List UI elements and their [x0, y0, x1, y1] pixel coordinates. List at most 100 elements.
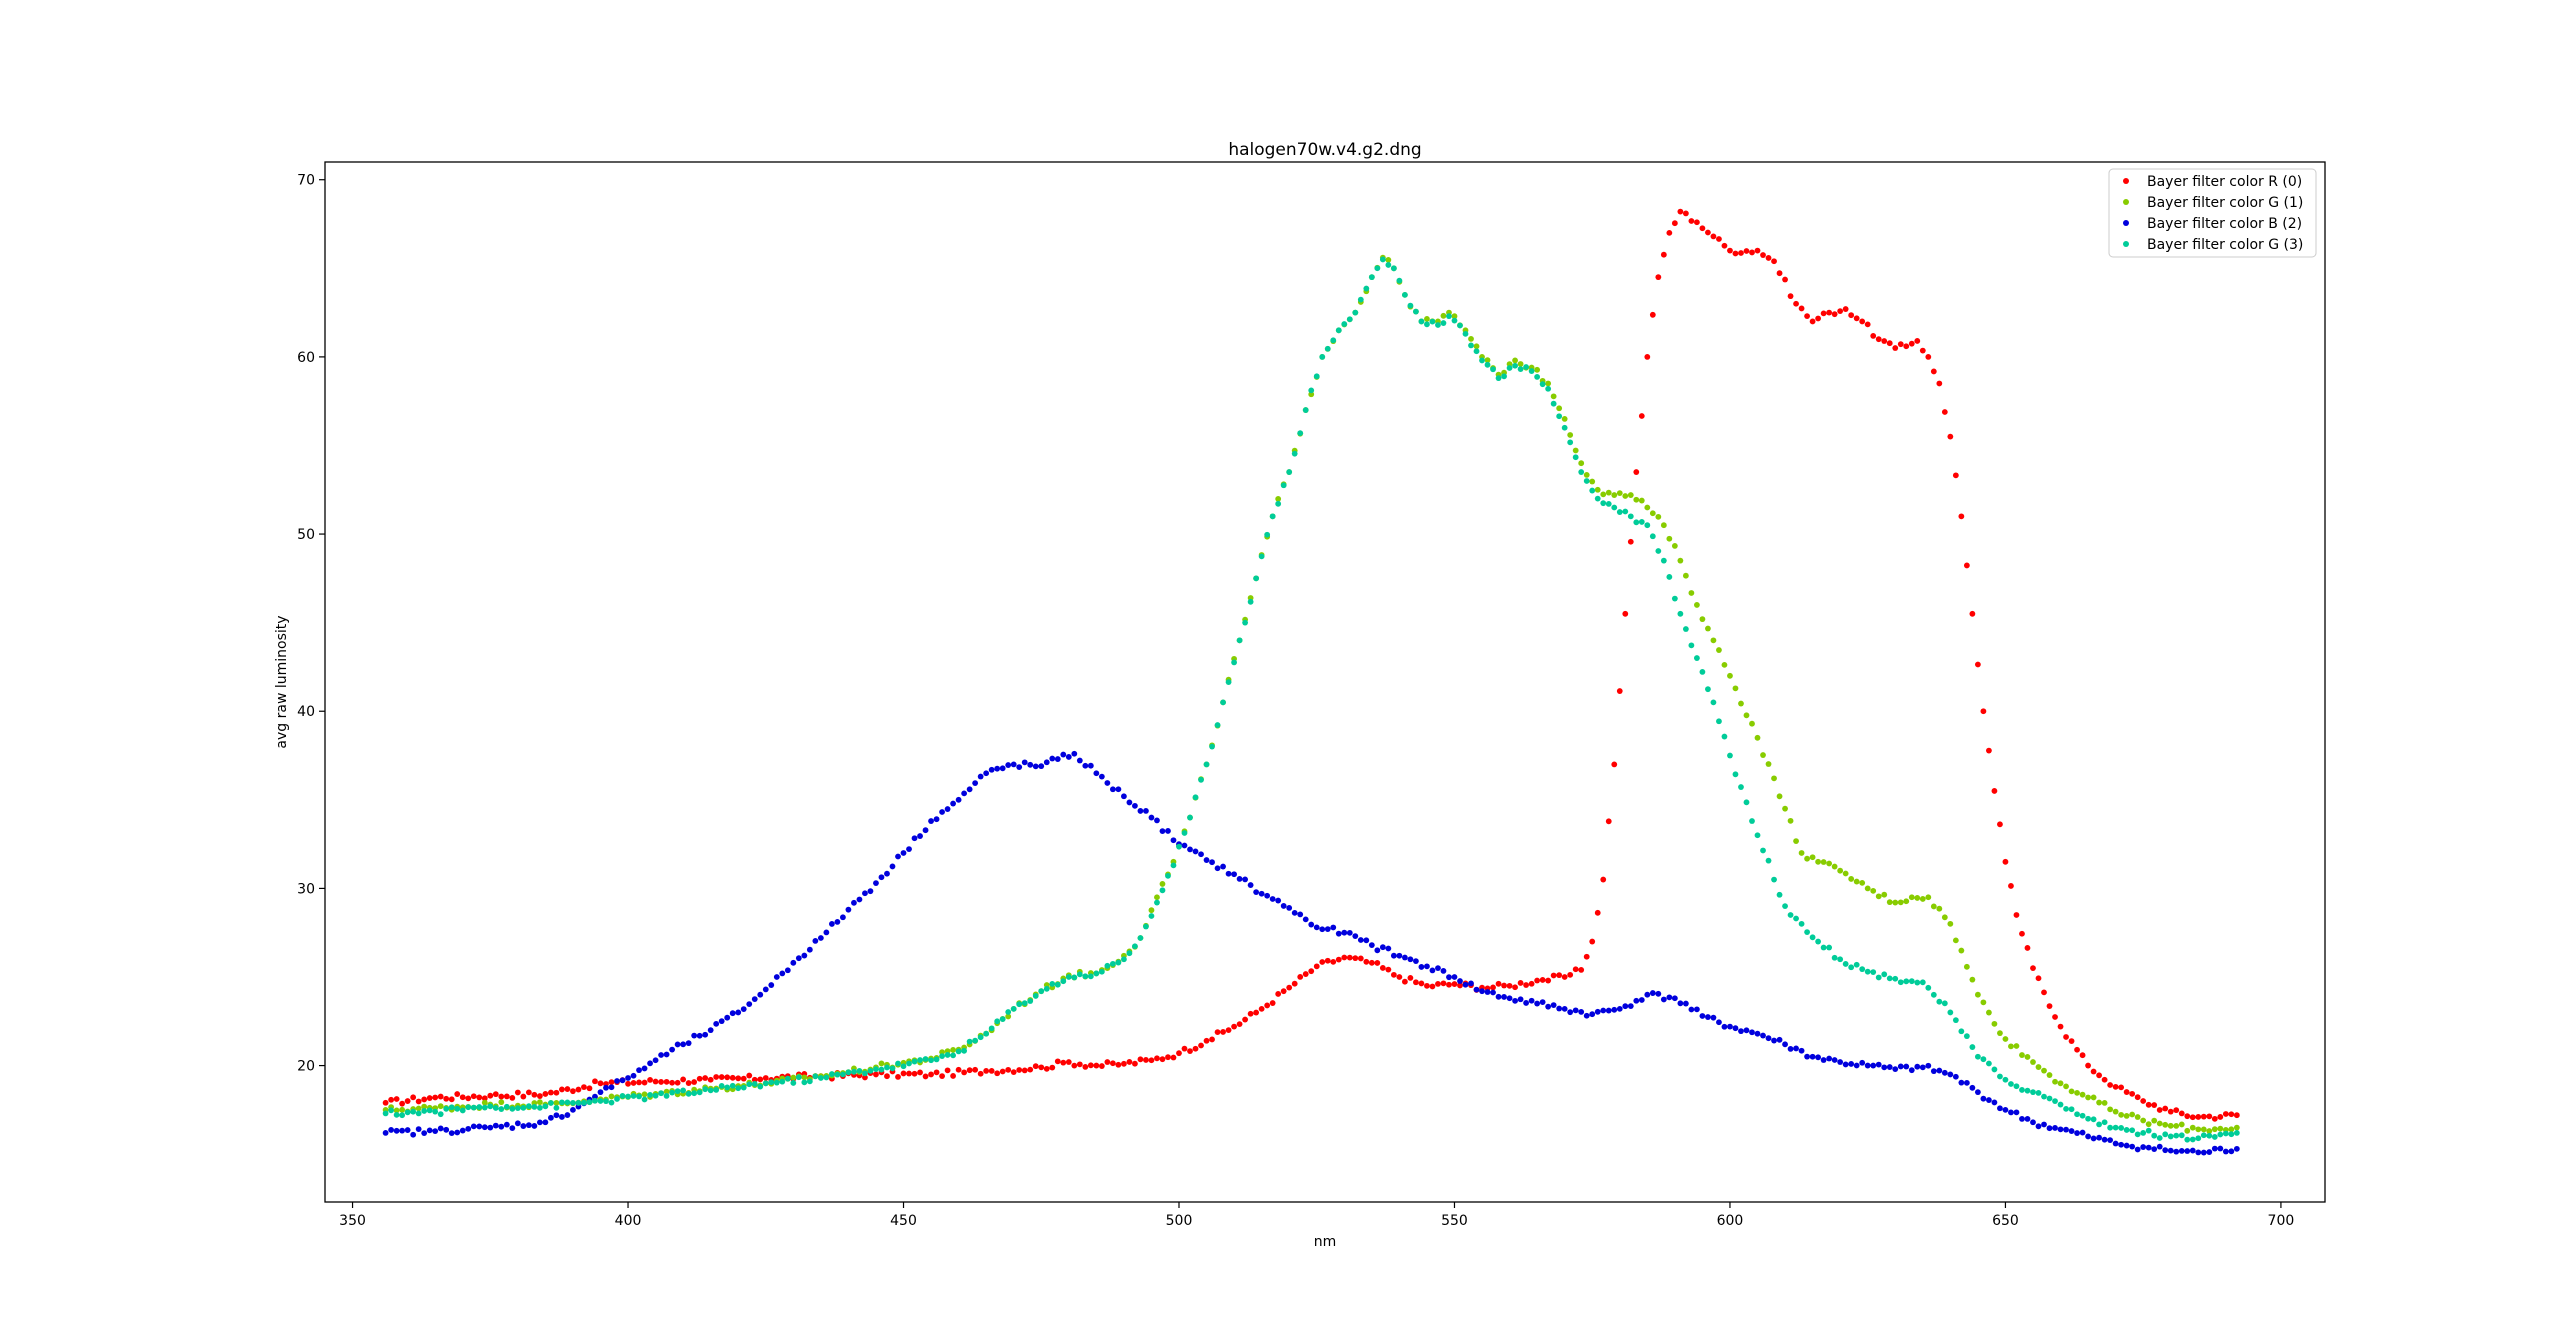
data-point [564, 1099, 571, 1106]
data-point [1875, 974, 1882, 981]
data-point [1815, 858, 1822, 865]
data-point [1424, 316, 1430, 322]
data-point [1644, 522, 1651, 529]
data-point [911, 1070, 918, 1077]
data-point [2140, 1098, 2147, 1104]
data-point [2134, 1094, 2141, 1101]
data-point [1638, 997, 1645, 1003]
data-point [669, 1079, 676, 1086]
data-point [1831, 954, 1838, 961]
legend-marker [2123, 178, 2129, 184]
data-point [1567, 971, 1574, 978]
data-point [1484, 989, 1491, 995]
data-point [2233, 1112, 2240, 1119]
data-point [917, 1057, 923, 1063]
data-point [1335, 930, 1342, 937]
data-point [2085, 1115, 2091, 1122]
data-point [2167, 1122, 2174, 1129]
data-point [1302, 407, 1309, 413]
data-point [718, 1082, 725, 1089]
data-point [2052, 1098, 2058, 1104]
data-point [696, 1075, 703, 1082]
data-point [1611, 492, 1618, 498]
data-point [1903, 343, 1910, 350]
data-point [1583, 478, 1590, 484]
data-point [2041, 1093, 2047, 1100]
data-point [1831, 311, 1838, 318]
data-point [559, 1099, 565, 1106]
data-point [1716, 647, 1722, 653]
data-point [1104, 780, 1111, 786]
data-point [525, 1103, 532, 1110]
data-point [1335, 327, 1342, 334]
data-point [1963, 562, 1970, 569]
data-point [481, 1099, 488, 1106]
data-point [2057, 1126, 2064, 1133]
data-point [1346, 929, 1353, 936]
data-point [2123, 1127, 2130, 1133]
data-point [2173, 1107, 2180, 1114]
data-point [922, 1056, 929, 1062]
data-point [1743, 1027, 1750, 1034]
data-point [2189, 1147, 2196, 1154]
data-point [1864, 885, 1871, 892]
data-point [2167, 1133, 2174, 1140]
data-point [2118, 1141, 2125, 1148]
data-point [1919, 896, 1926, 902]
data-point [1098, 773, 1105, 780]
data-point [900, 1063, 907, 1070]
data-point [476, 1104, 483, 1110]
data-point [1941, 1000, 1948, 1007]
data-point [944, 1052, 951, 1058]
data-point [1980, 999, 1987, 1006]
data-point [1435, 322, 1441, 328]
data-point [1820, 310, 1827, 317]
data-point [2101, 1136, 2108, 1143]
data-point [1930, 991, 1937, 998]
data-point [878, 1060, 885, 1067]
data-point [1275, 500, 1282, 507]
data-point [1126, 799, 1133, 806]
data-point [729, 1074, 736, 1081]
data-point [1638, 497, 1645, 504]
data-point [1346, 316, 1353, 323]
data-point [1952, 1073, 1959, 1080]
data-point [768, 982, 775, 988]
data-point [1881, 1064, 1888, 1071]
data-point [2030, 1119, 2036, 1126]
data-point [1242, 876, 1249, 883]
data-point [713, 1087, 720, 1093]
data-point [1352, 933, 1359, 939]
data-point [641, 1096, 648, 1103]
data-point [933, 1069, 940, 1076]
data-point [873, 880, 879, 886]
data-point [1209, 859, 1215, 866]
data-point [1534, 1000, 1541, 1007]
data-point [1060, 978, 1067, 985]
data-point [437, 1103, 444, 1110]
data-point [459, 1127, 466, 1134]
data-point [1892, 345, 1899, 351]
data-point [1738, 784, 1744, 790]
data-point [2002, 1076, 2009, 1083]
data-point [2013, 1043, 2020, 1049]
data-point [498, 1093, 505, 1100]
data-point [663, 1078, 670, 1085]
data-point [1148, 913, 1155, 919]
data-point [1848, 876, 1855, 882]
data-point [2173, 1123, 2180, 1129]
data-point [1886, 1064, 1893, 1070]
data-point [2035, 1064, 2042, 1070]
data-point [1699, 616, 1706, 623]
data-point [548, 1100, 554, 1106]
data-point [1082, 973, 1089, 980]
data-point [851, 1068, 857, 1075]
data-point [1534, 366, 1541, 373]
data-point [1319, 959, 1326, 965]
data-point [1572, 966, 1579, 973]
data-point [443, 1095, 450, 1102]
data-point [1749, 249, 1755, 256]
data-point [1198, 776, 1204, 783]
data-point [2024, 1054, 2031, 1060]
data-point [977, 1034, 984, 1041]
